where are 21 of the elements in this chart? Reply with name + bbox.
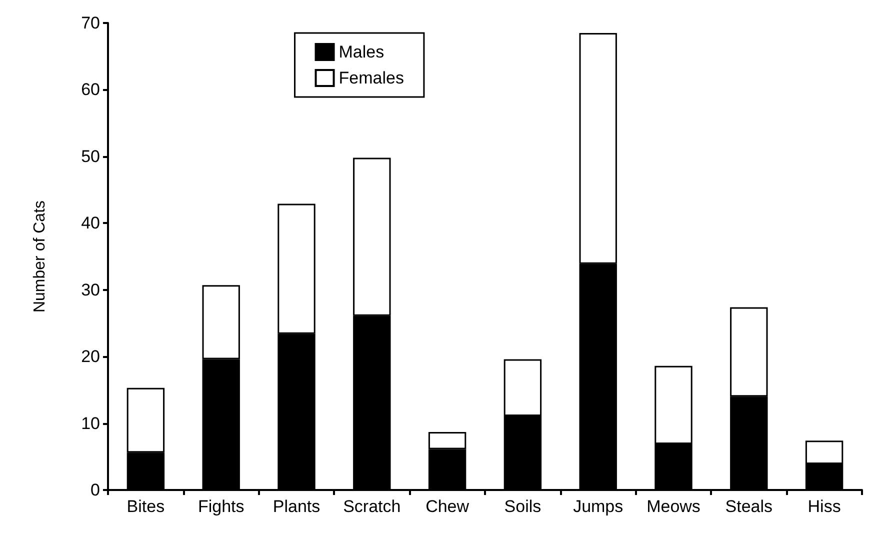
y-tick-label: 20 [81,347,100,366]
x-tick-label: Scratch [343,497,401,516]
y-tick-label: 50 [81,146,100,166]
legend-label: Males [338,42,384,62]
x-tick-label: Soils [504,497,542,516]
x-tick-label: Chew [426,497,470,516]
y-tick-label: 60 [81,80,100,100]
x-tick-label: Plants [272,497,320,516]
x-tick-label: Jumps [573,497,624,516]
x-tick-label: Fights [198,497,244,516]
y-axis-title: Number of Cats [32,200,48,313]
x-tick-label: Meows [646,497,700,516]
x-tick-label: Bites [126,497,165,516]
y-tick-label: 0 [90,480,100,500]
x-tick-label: Hiss [808,497,841,516]
y-tick-label: 30 [81,280,100,300]
x-tick-label: Steals [725,497,773,516]
y-tick-label: 10 [81,414,100,433]
y-tick-label: 40 [81,214,100,233]
legend-label: Females [338,68,404,88]
y-tick-label: 70 [81,14,100,32]
